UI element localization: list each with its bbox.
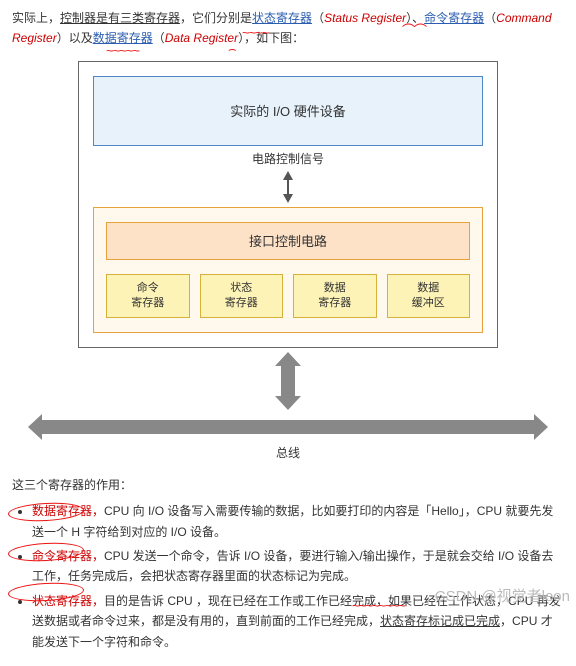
diagram-outer-box: 实际的 I/O 硬件设备 电路控制信号 接口控制电路 命令 寄存器 状态 寄存器… — [78, 61, 498, 348]
command-register-link[interactable]: 命令寄存器 — [424, 11, 484, 25]
data-register-link[interactable]: 数据寄存器 — [93, 31, 153, 45]
underlined-text: 状态寄存标记成已完成 — [380, 614, 500, 628]
register-description-list: 数据寄存器，CPU 向 I/O 设备写入需要传输的数据，比如要打印的内容是「He… — [12, 501, 564, 652]
status-register-term: 状态寄存器， — [32, 594, 104, 608]
text: 实际上， — [12, 11, 60, 25]
text: ，它们分别是 — [180, 11, 252, 25]
bus-connector-arrow-icon — [275, 352, 301, 410]
text: CPU 发送一个命令，告诉 I/O 设备，要进行输入/输出操作，于是就会交给 I… — [32, 549, 553, 583]
data-register-term: 数据寄存器， — [32, 504, 104, 518]
text: ），如下图： — [238, 31, 304, 45]
interface-circuit-box: 接口控制电路 — [106, 222, 470, 260]
bus-arrow-icon — [28, 414, 548, 440]
command-register-box: 命令 寄存器 — [106, 274, 190, 318]
status-register-box: 状态 寄存器 — [200, 274, 284, 318]
list-item: 命令寄存器，CPU 发送一个命令，告诉 I/O 设备，要进行输入/输出操作，于是… — [32, 546, 564, 587]
underlined-text: 控制器是有三类寄存器 — [60, 11, 180, 25]
arrow-down-icon — [283, 171, 293, 203]
intro-paragraph: 实际上，控制器是有三类寄存器，它们分别是状态寄存器（Status Registe… — [12, 8, 564, 49]
text: ）、 — [406, 11, 424, 25]
controller-box: 接口控制电路 命令 寄存器 状态 寄存器 数据 寄存器 数据 缓冲区 — [93, 207, 483, 333]
text: ）以及 — [57, 31, 93, 45]
list-item: 数据寄存器，CPU 向 I/O 设备写入需要传输的数据，比如要打印的内容是「He… — [32, 501, 564, 542]
data-register-box: 数据 寄存器 — [293, 274, 377, 318]
status-register-link[interactable]: 状态寄存器 — [252, 11, 312, 25]
text: （ — [153, 31, 165, 45]
register-row: 命令 寄存器 状态 寄存器 数据 寄存器 数据 缓冲区 — [106, 274, 470, 318]
text: （ — [312, 11, 324, 25]
data-buffer-box: 数据 缓冲区 — [387, 274, 471, 318]
text: （ — [484, 11, 496, 25]
section-title: 这三个寄存器的作用： — [12, 475, 564, 495]
hardware-device-box: 实际的 I/O 硬件设备 — [93, 76, 483, 146]
command-register-term: 命令寄存器， — [32, 549, 104, 563]
signal-label: 电路控制信号 — [252, 150, 324, 167]
bus-label: 总线 — [276, 444, 300, 461]
data-register-en: Data Register — [165, 31, 238, 45]
text: CPU 向 I/O 设备写入需要传输的数据，比如要打印的内容是「Hello」，C… — [32, 504, 553, 538]
io-architecture-diagram: 实际的 I/O 硬件设备 电路控制信号 接口控制电路 命令 寄存器 状态 寄存器… — [12, 61, 564, 461]
list-item: 状态寄存器，目的是告诉 CPU ，现在已经在工作或工作已经完成，如果已经在工作状… — [32, 591, 564, 652]
status-register-en: Status Register — [324, 11, 406, 25]
